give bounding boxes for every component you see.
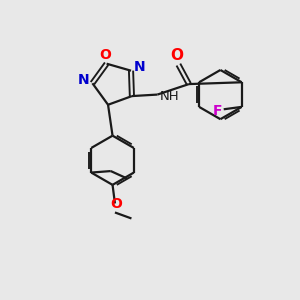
Text: F: F bbox=[212, 104, 222, 118]
Text: O: O bbox=[110, 197, 122, 212]
Text: O: O bbox=[170, 48, 183, 63]
Text: N: N bbox=[134, 60, 145, 74]
Text: NH: NH bbox=[160, 90, 179, 103]
Text: O: O bbox=[99, 48, 111, 62]
Text: N: N bbox=[78, 73, 90, 87]
